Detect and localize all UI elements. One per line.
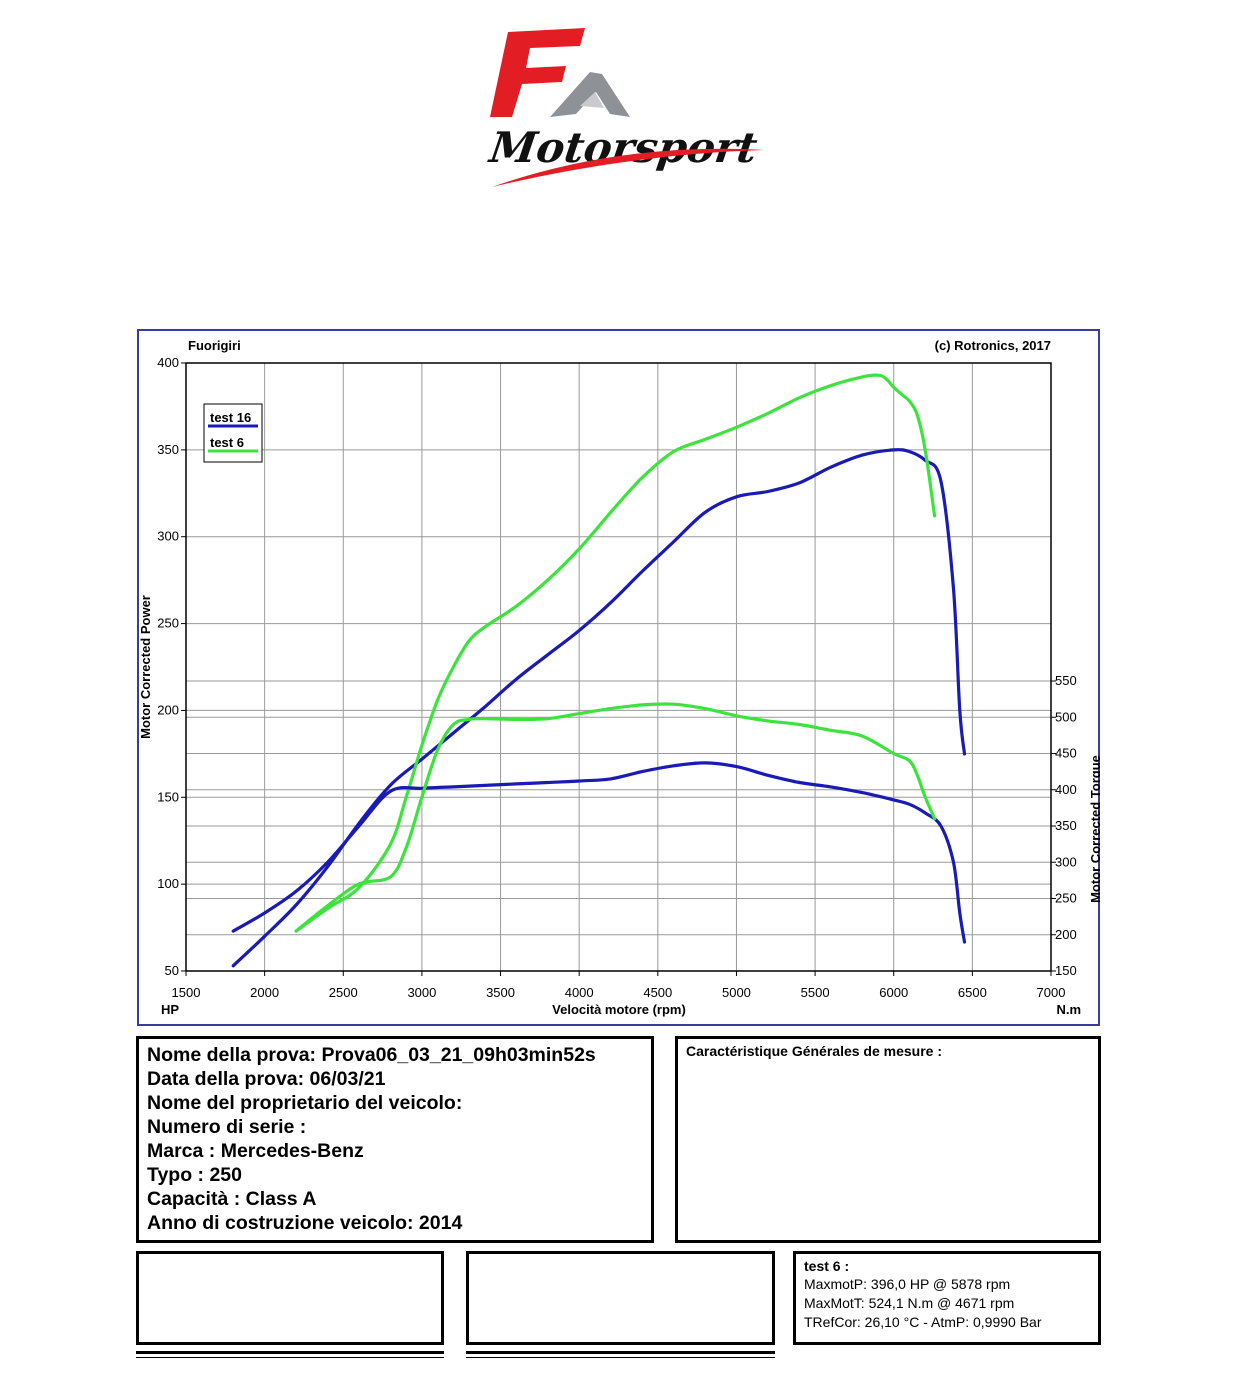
chart-header-right: (c) Rotronics, 2017 xyxy=(935,338,1051,353)
right-tick-label-4: 350 xyxy=(1055,818,1077,833)
x-tick-label-1: 2000 xyxy=(250,985,279,1000)
left-tick-label-5: 300 xyxy=(157,529,179,544)
x-tick-label-0: 1500 xyxy=(172,985,201,1000)
right-tick-label-8: 550 xyxy=(1055,673,1077,688)
x-axis-ticks: 1500 2000 2500 3000 3500 4000 4500 5000 5500 6000… xyxy=(172,971,1066,1000)
x-tick-label-4: 3500 xyxy=(486,985,515,1000)
chart-header-left: Fuorigiri xyxy=(188,338,241,353)
x-tick-label-5: 4000 xyxy=(565,985,594,1000)
x-tick-label-7: 5000 xyxy=(722,985,751,1000)
results-box: test 6 : MaxmotP: 396,0 HP @ 5878 rpm Ma… xyxy=(793,1251,1101,1345)
fa-motorsport-logo: Motorsport xyxy=(485,28,765,187)
x-tick-label-9: 6000 xyxy=(879,985,908,1000)
right-axis-ticks: 150 200 250 300 350 400 450 500 550 xyxy=(1051,673,1077,978)
x-tick-label-8: 5500 xyxy=(801,985,830,1000)
x-tick-label-2: 2500 xyxy=(329,985,358,1000)
results-heading: test 6 : xyxy=(804,1258,850,1274)
left-axis-ticks: 50 100 150 200 250 300 350 400 xyxy=(157,355,186,978)
blank-box-left xyxy=(136,1251,444,1345)
right-tick-label-0: 150 xyxy=(1055,963,1077,978)
series-test6-power xyxy=(294,373,937,933)
underline-middle xyxy=(466,1351,775,1354)
right-tick-label-3: 300 xyxy=(1055,854,1077,869)
left-tick-label-4: 250 xyxy=(157,616,179,631)
x-unit-right: N.m xyxy=(1056,1002,1081,1017)
series-lines xyxy=(231,373,967,968)
info-line-test-name: Nome della prova: Prova06_03_21_09h03min… xyxy=(147,1044,596,1066)
left-tick-label-7: 400 xyxy=(157,355,179,370)
info-line-capacity: Capacità : Class A xyxy=(147,1188,317,1210)
series-test16-power xyxy=(231,448,967,968)
info-line-owner: Nome del proprietario del veicolo: xyxy=(147,1092,463,1114)
left-tick-label-6: 350 xyxy=(157,442,179,457)
info-line-type: Typo : 250 xyxy=(147,1164,242,1186)
right-tick-label-2: 250 xyxy=(1055,891,1077,906)
results-ref-conditions: TRefCor: 26,10 °C - AtmP: 0,9990 Bar xyxy=(804,1314,1042,1330)
underline-middle-thin xyxy=(466,1357,775,1358)
logo-f-shape xyxy=(490,28,585,117)
info-line-year: Anno di costruzione veicolo: 2014 xyxy=(147,1212,463,1234)
results-max-power: MaxmotP: 396,0 HP @ 5878 rpm xyxy=(804,1276,1011,1292)
general-characteristics-box: Caractéristique Générales de mesure : xyxy=(675,1036,1101,1243)
blank-box-middle xyxy=(466,1251,775,1345)
right-tick-label-7: 500 xyxy=(1055,709,1077,724)
series-test6-torque xyxy=(294,702,937,933)
right-tick-label-6: 450 xyxy=(1055,746,1077,761)
y-axis-label-left: Motor Corrected Power xyxy=(138,595,153,739)
right-tick-label-1: 200 xyxy=(1055,927,1077,942)
x-unit-left: HP xyxy=(161,1002,179,1017)
x-tick-label-6: 4500 xyxy=(643,985,672,1000)
dyno-chart: Fuorigiri (c) Rotronics, 2017 50 100 150 20… xyxy=(138,338,1100,1017)
series-test16-torque xyxy=(231,761,967,944)
info-line-serial: Numero di serie : xyxy=(147,1116,307,1138)
left-tick-label-2: 150 xyxy=(157,789,179,804)
logo-a-inner xyxy=(580,92,604,108)
left-tick-label-1: 100 xyxy=(157,876,179,891)
x-axis-label: Velocità motore (rpm) xyxy=(552,1002,686,1017)
underline-left xyxy=(136,1351,444,1354)
logo-wordmark: Motorsport xyxy=(485,122,761,172)
legend-label-test16: test 16 xyxy=(210,410,251,425)
info-line-test-date: Data della prova: 06/03/21 xyxy=(147,1068,386,1090)
test-info-box: Nome della prova: Prova06_03_21_09h03min… xyxy=(136,1036,654,1243)
general-heading: Caractéristique Générales de mesure : xyxy=(686,1043,943,1059)
left-tick-label-0: 50 xyxy=(165,963,179,978)
legend-label-test6: test 6 xyxy=(210,435,244,450)
logo-swoosh xyxy=(492,148,765,187)
underline-left-thin xyxy=(136,1357,444,1358)
chart-frame xyxy=(137,329,1100,1026)
x-tick-label-3: 3000 xyxy=(407,985,436,1000)
plot-area-border xyxy=(185,362,1052,972)
left-tick-label-3: 200 xyxy=(157,702,179,717)
info-line-brand: Marca : Mercedes-Benz xyxy=(147,1140,364,1162)
x-tick-label-10: 6500 xyxy=(958,985,987,1000)
right-tick-label-5: 400 xyxy=(1055,782,1077,797)
y-axis-label-right: Motor Corrected Torque xyxy=(1088,755,1100,903)
legend: test 16 test 6 xyxy=(203,403,263,463)
logo-a-shape xyxy=(550,72,630,117)
x-tick-label-11: 7000 xyxy=(1037,985,1066,1000)
results-max-torque: MaxMotT: 524,1 N.m @ 4671 rpm xyxy=(804,1295,1015,1311)
